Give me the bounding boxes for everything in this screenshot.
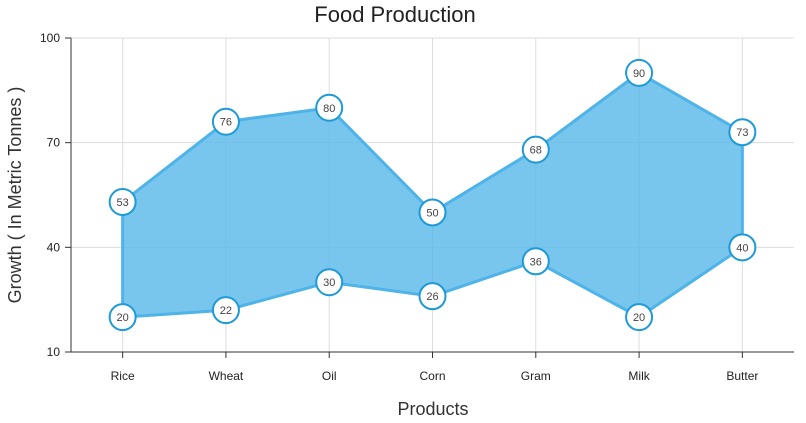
data-point-low	[418, 282, 447, 311]
y-tick-label: 100	[40, 31, 60, 45]
data-label-high: 80	[323, 103, 335, 115]
data-label-high: 53	[117, 197, 129, 209]
y-tick-label: 70	[47, 136, 61, 150]
x-tick-label: Wheat	[209, 369, 244, 383]
x-tick-label: Rice	[111, 369, 135, 383]
data-point-high	[211, 107, 240, 136]
data-point-high	[521, 135, 550, 164]
data-point-high	[625, 58, 654, 87]
x-tick-label: Milk	[628, 369, 650, 383]
data-label-high: 50	[426, 207, 438, 219]
chart-title: Food Production	[314, 2, 475, 27]
data-label-high: 90	[633, 68, 645, 80]
x-tick-label: Gram	[521, 369, 551, 383]
data-label-low: 20	[117, 312, 129, 324]
data-point-low	[108, 303, 137, 332]
data-point-low	[211, 296, 240, 325]
data-markers: 53 76 80 50 68 90 73 20 22 30 26 36 20 40	[108, 58, 757, 332]
data-label-high: 76	[220, 117, 232, 129]
data-point-low	[625, 303, 654, 332]
data-point-low	[521, 247, 550, 276]
data-point-high	[108, 187, 137, 216]
data-label-low: 26	[426, 291, 438, 303]
data-point-high	[315, 93, 344, 122]
data-label-low: 20	[633, 312, 645, 324]
x-tick-label: Butter	[726, 369, 758, 383]
y-tick-label: 10	[47, 345, 61, 359]
axes: 10 40 70 100 Rice Wheat Oil Corn Gram Milk Butter	[40, 31, 794, 383]
x-tick-label: Corn	[419, 369, 445, 383]
data-point-low	[315, 268, 344, 297]
data-label-high: 73	[736, 127, 748, 139]
data-point-high	[418, 198, 447, 227]
data-label-low: 30	[323, 277, 335, 289]
x-tick-label: Oil	[322, 369, 337, 383]
data-point-high	[728, 118, 757, 147]
data-label-low: 22	[220, 305, 232, 317]
x-axis-label: Products	[397, 399, 468, 419]
range-area-fill	[122, 72, 743, 318]
y-tick-label: 40	[47, 240, 61, 254]
data-label-high: 68	[530, 145, 542, 157]
data-label-low: 40	[736, 242, 748, 254]
data-label-low: 36	[530, 256, 542, 268]
data-point-low	[728, 233, 757, 262]
y-axis-label: Growth ( In Metric Tonnes )	[5, 87, 25, 304]
